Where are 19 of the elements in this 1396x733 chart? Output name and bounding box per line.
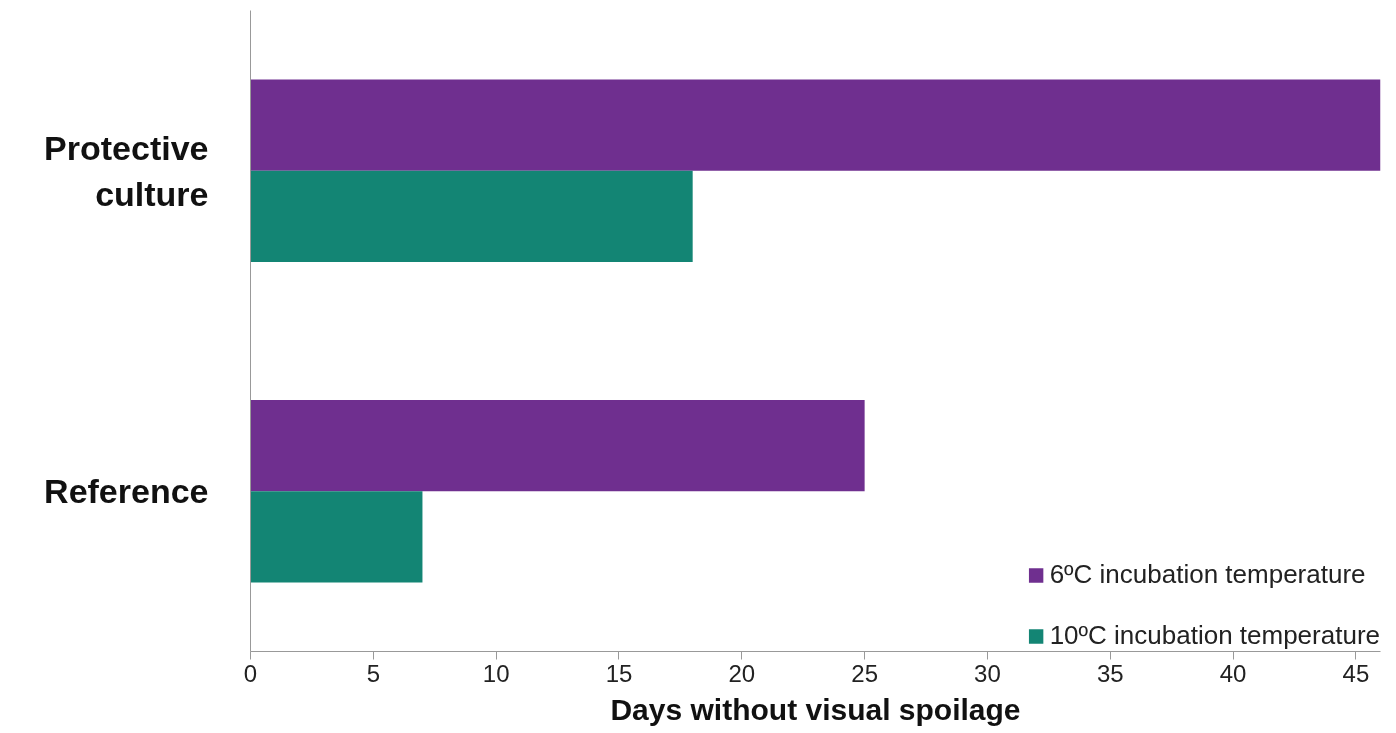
legend-label: 6ºC incubation temperature bbox=[1049, 559, 1366, 590]
bar bbox=[250, 491, 423, 583]
x-tick-label: 20 bbox=[728, 659, 756, 687]
y-tick-label: Protective culture bbox=[44, 128, 209, 213]
x-tick-label: 25 bbox=[851, 659, 878, 687]
bar bbox=[250, 79, 1381, 171]
bar bbox=[250, 170, 693, 263]
x-tick-label: 15 bbox=[605, 659, 633, 687]
x-axis-title: Days without visual spoilage bbox=[610, 692, 1021, 726]
x-tick-label: 10 bbox=[482, 659, 510, 687]
x-tick-label: 40 bbox=[1219, 659, 1247, 687]
x-tick-label: 45 bbox=[1342, 659, 1370, 687]
y-tick-label: Reference bbox=[44, 472, 209, 511]
bar bbox=[250, 399, 865, 492]
x-tick-label: 30 bbox=[974, 659, 1001, 687]
x-tick-label: 5 bbox=[366, 659, 381, 687]
x-tick-label: 0 bbox=[243, 659, 258, 687]
x-tick-label: 35 bbox=[1096, 659, 1124, 687]
legend-label: 10ºC incubation temperature bbox=[1049, 620, 1380, 651]
